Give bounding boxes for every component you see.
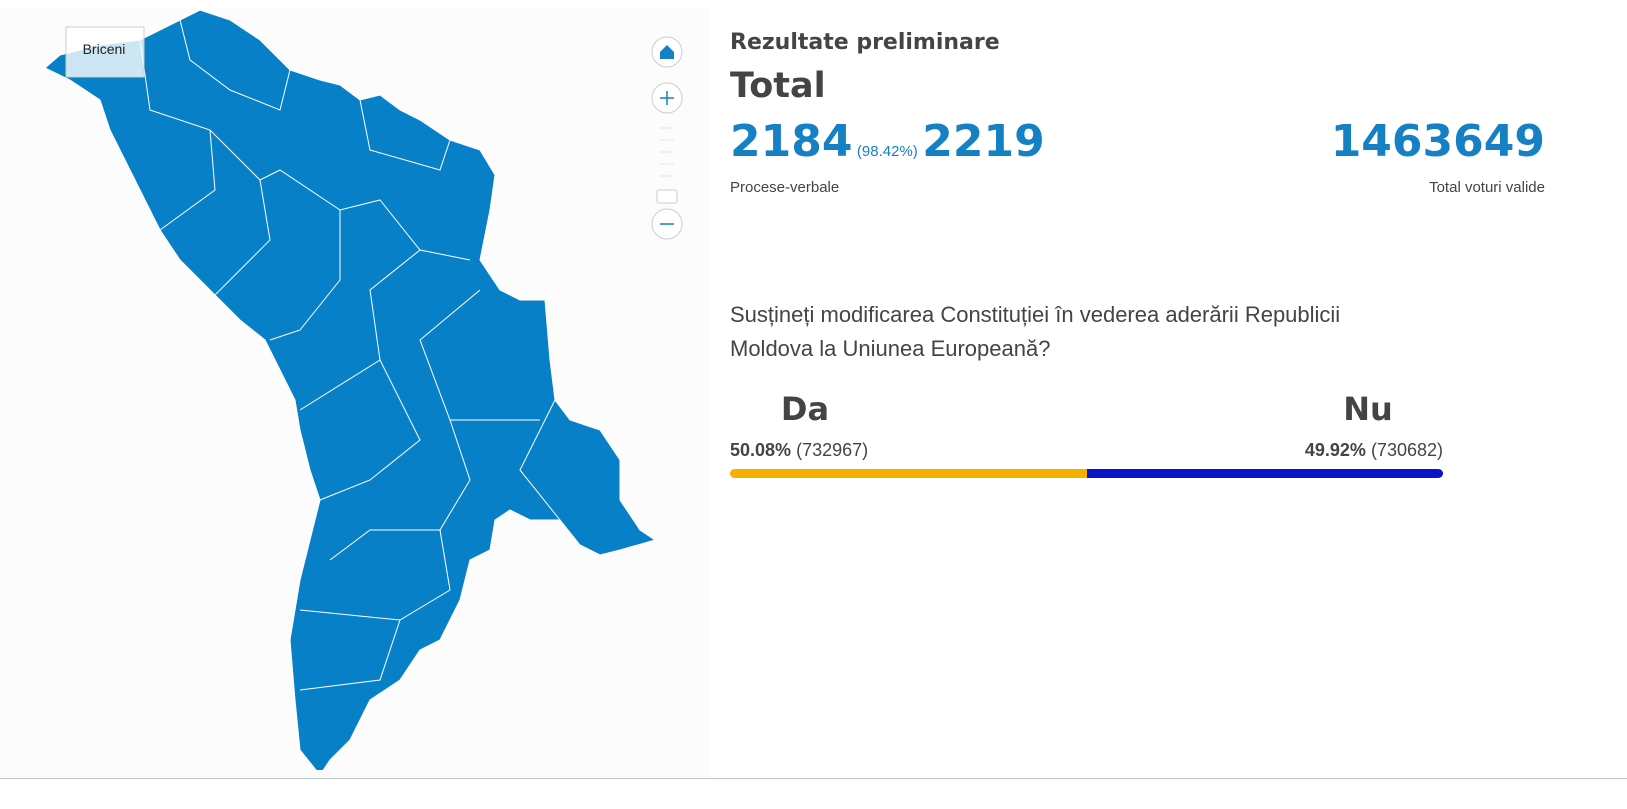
home-icon [660, 45, 674, 59]
bottom-rule [0, 778, 1627, 779]
valid-votes-caption: Total voturi valide [1429, 179, 1545, 196]
bar-segment [730, 469, 1088, 478]
option-result: 50.08% (732967) [730, 440, 868, 461]
map-panel: Briceni [0, 8, 710, 778]
counted-row: 2184 (98.42%) 2219 [730, 116, 1045, 167]
option-name: Da [780, 390, 830, 428]
option-name: Nu [1343, 390, 1393, 428]
zoom-icons [660, 91, 674, 225]
total: 2219 [922, 116, 1045, 167]
zoom-controls [651, 36, 683, 240]
subtitle: Rezultate preliminare [730, 30, 1000, 55]
moldova-map[interactable] [44, 9, 657, 770]
question: Susțineți modificarea Constituției în ve… [730, 302, 1341, 361]
bar-segment [1087, 469, 1443, 478]
counted: 2184 [730, 116, 853, 167]
tooltip-text: Briceni [83, 41, 126, 57]
zoom-handle[interactable] [656, 189, 678, 204]
option-votes: (730682) [1370, 440, 1443, 460]
counted-percent: (98.42%) [856, 143, 918, 160]
counted-caption: Procese-verbale [730, 179, 840, 196]
result-bar [730, 469, 1443, 478]
option-votes: (732967) [796, 440, 869, 460]
map[interactable]: Briceni [0, 0, 710, 770]
option-result: 49.92% (730682) [1305, 440, 1443, 461]
title: Total [730, 66, 826, 106]
valid-votes: 1463649 [1330, 116, 1545, 167]
option-percent: 49.92% [1304, 440, 1366, 460]
district-borders [139, 19, 561, 691]
map-tooltip [65, 26, 145, 78]
option-percent: 50.08% [730, 440, 792, 460]
